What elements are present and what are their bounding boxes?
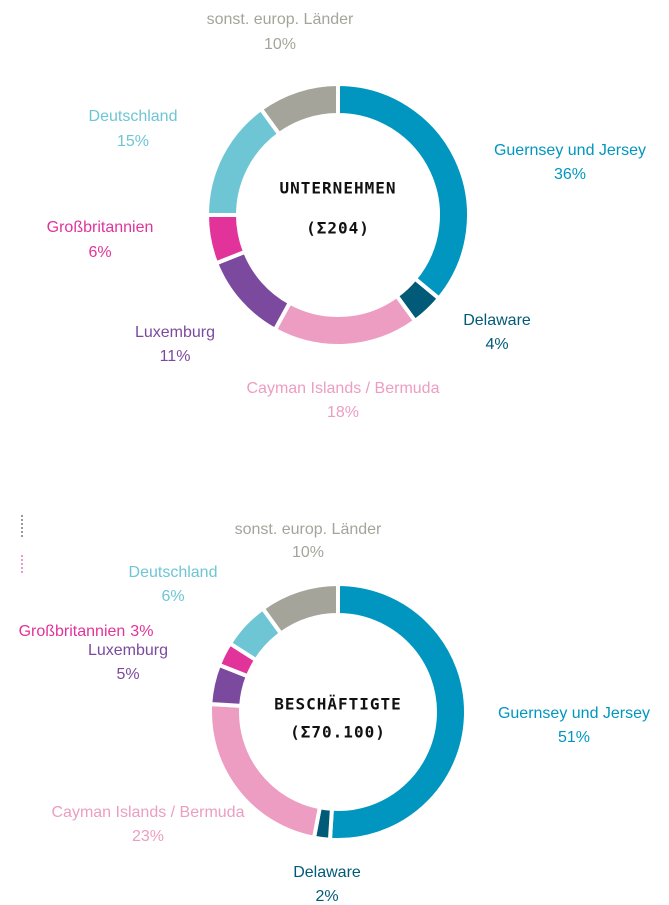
center-label: BESCHÄFTIGTE xyxy=(274,695,402,714)
value-label: 2% xyxy=(315,888,338,905)
segment-label: Großbritannien 3% xyxy=(19,623,154,640)
value-label: 10% xyxy=(264,36,296,53)
donut-segment xyxy=(259,581,340,637)
donut-segment xyxy=(204,106,283,217)
category-label: Deutschland xyxy=(89,108,178,125)
donut-segment xyxy=(327,581,468,842)
category-label: Guernsey und Jersey xyxy=(494,142,646,159)
value-label: 4% xyxy=(485,336,508,353)
category-label: Delaware xyxy=(293,864,361,881)
donut-segment xyxy=(213,249,293,333)
value-label: 11% xyxy=(160,348,191,365)
category-label: Großbritannien xyxy=(47,219,154,236)
value-label: 51% xyxy=(558,729,590,746)
center-label: UNTERNEHMEN xyxy=(280,179,397,198)
category-label: sonst. europ. Länder xyxy=(207,11,354,28)
value-label: 18% xyxy=(327,404,359,421)
category-label: Cayman Islands / Bermuda xyxy=(247,380,440,397)
category-label: Luxemburg xyxy=(88,642,168,659)
value-label: 5% xyxy=(116,666,139,683)
value-label: 15% xyxy=(117,133,149,150)
value-label: 3% xyxy=(130,623,153,640)
center-label: (Σ70.100) xyxy=(290,723,386,742)
category-label: Guernsey und Jersey xyxy=(498,705,650,722)
category-label: Cayman Islands / Bermuda xyxy=(52,804,245,821)
value-label: 10% xyxy=(292,544,324,561)
category-label: Delaware xyxy=(463,312,531,329)
value-label: 6% xyxy=(88,244,111,261)
category-label: Deutschland xyxy=(129,564,218,581)
center-label: (Σ204) xyxy=(306,219,370,238)
donut-segment xyxy=(272,293,418,348)
value-label: 23% xyxy=(132,828,164,845)
donut-segment xyxy=(258,81,340,137)
value-label: 36% xyxy=(554,166,586,183)
value-label: 6% xyxy=(161,588,184,605)
category-label: Luxemburg xyxy=(135,324,215,341)
donut-segment xyxy=(204,213,248,266)
category-label: Großbritannien xyxy=(19,623,126,640)
category-label: sonst. europ. Länder xyxy=(235,521,382,538)
